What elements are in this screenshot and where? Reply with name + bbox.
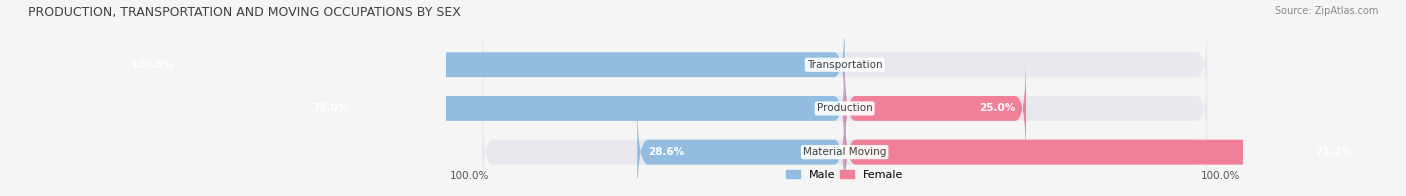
FancyBboxPatch shape — [482, 99, 1208, 196]
Text: 25.0%: 25.0% — [979, 103, 1015, 113]
Text: PRODUCTION, TRANSPORTATION AND MOVING OCCUPATIONS BY SEX: PRODUCTION, TRANSPORTATION AND MOVING OC… — [28, 6, 461, 19]
FancyBboxPatch shape — [301, 55, 845, 162]
FancyBboxPatch shape — [482, 12, 1208, 118]
Text: 71.4%: 71.4% — [1315, 147, 1351, 157]
Text: 100.0%: 100.0% — [131, 60, 174, 70]
Legend: Male, Female: Male, Female — [786, 170, 903, 180]
FancyBboxPatch shape — [482, 55, 1208, 162]
FancyBboxPatch shape — [845, 55, 1026, 162]
FancyBboxPatch shape — [845, 99, 1362, 196]
FancyBboxPatch shape — [120, 12, 845, 118]
FancyBboxPatch shape — [637, 99, 845, 196]
Text: Transportation: Transportation — [807, 60, 883, 70]
Text: 100.0%: 100.0% — [1201, 171, 1240, 181]
Text: Material Moving: Material Moving — [803, 147, 886, 157]
Text: Production: Production — [817, 103, 873, 113]
Text: 100.0%: 100.0% — [450, 171, 489, 181]
Text: 75.0%: 75.0% — [312, 103, 349, 113]
Text: 28.6%: 28.6% — [648, 147, 685, 157]
Text: Source: ZipAtlas.com: Source: ZipAtlas.com — [1274, 6, 1378, 16]
Text: 0.0%: 0.0% — [848, 60, 875, 70]
